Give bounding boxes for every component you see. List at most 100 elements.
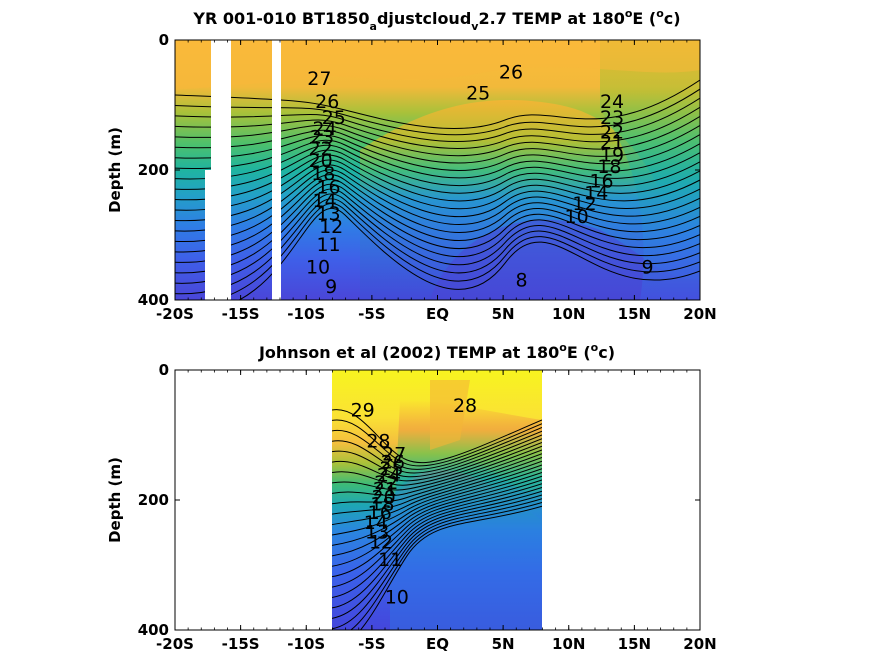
top-contour-label: 19 — [600, 145, 624, 167]
top-xtick-label: 5N — [492, 305, 515, 323]
top-contour-line — [212, 203, 700, 300]
top-contour-label: 9 — [641, 257, 653, 279]
top-contour-label: 22 — [600, 121, 624, 143]
bottom-contour-label: 12 — [369, 531, 393, 553]
top-contour-label: 26 — [315, 91, 339, 113]
top-contour-label: 14 — [313, 190, 337, 212]
bottom-contour-line — [332, 483, 542, 588]
top-xtick-label: -20S — [156, 305, 194, 323]
bottom-contour-line — [332, 464, 542, 536]
bottom-xtick-label: 20N — [683, 635, 716, 653]
bottom-xtick-label: EQ — [426, 635, 449, 653]
bottom-contour-line — [349, 502, 542, 630]
top-contour-label: 25 — [322, 107, 346, 129]
top-contour-label: 25 — [466, 82, 490, 104]
bottom-contour-line — [332, 498, 542, 630]
bottom-ytick-label: 0 — [159, 361, 169, 379]
top-contour-line — [175, 174, 700, 242]
top-contour-line — [175, 139, 700, 179]
top-contours — [175, 79, 700, 300]
bottom-ytick-label: 400 — [138, 621, 169, 639]
top-contour-label: 16 — [316, 177, 340, 199]
top-xtick-label: EQ — [426, 305, 449, 323]
top-xtick-label: 15N — [618, 305, 651, 323]
top-contour-label: 21 — [600, 132, 624, 154]
bottom-title: Johnson et al (2002) TEMP at 180oE (oc) — [258, 341, 615, 362]
top-contour-line — [175, 144, 700, 187]
bottom-contour-line — [332, 445, 542, 491]
top-contour-line — [175, 134, 700, 171]
top-contour-line — [175, 88, 700, 136]
bottom-contour-label: 11 — [378, 549, 402, 571]
bottom-contour-line — [332, 434, 542, 478]
top-contour-label: 16 — [589, 171, 613, 193]
bottom-contour-line — [332, 460, 542, 526]
bottom-contour-label: 27 — [382, 444, 406, 466]
top-contour-line — [175, 97, 700, 142]
bottom-contour-line — [332, 472, 542, 557]
bottom-contour-label: 22 — [374, 472, 398, 494]
top-contour-label: 18 — [311, 163, 335, 185]
bottom-contour-line — [332, 468, 542, 546]
bottom-contour-line — [332, 430, 542, 474]
bottom-contours — [332, 409, 542, 630]
bottom-ylabel: Depth (m) — [106, 457, 124, 543]
top-contour-label: 10 — [565, 206, 589, 228]
bottom-contour-line — [332, 490, 542, 609]
bottom-contour-label: 13 — [365, 522, 389, 544]
bottom-contour-label: 25 — [379, 458, 403, 480]
bottom-contour-line — [332, 438, 542, 482]
top-contour-label: 12 — [572, 193, 596, 215]
top-contour-line — [175, 169, 700, 232]
bottom-contour-label: 28 — [366, 431, 390, 453]
bottom-xtick-label: 10N — [552, 635, 585, 653]
top-contour-label: 23 — [310, 127, 334, 149]
top-ytick-label: 0 — [159, 31, 169, 49]
bottom-contour-line — [332, 442, 542, 486]
top-contour-label: 24 — [313, 118, 337, 140]
top-gap-2 — [272, 40, 281, 302]
bottom-contour-line — [332, 449, 542, 496]
bottom-contour-label: 18 — [370, 494, 394, 516]
bottom-contour-line — [332, 409, 542, 464]
top-xtick-label: -15S — [222, 305, 260, 323]
top-xtick-label: -5S — [358, 305, 385, 323]
bottom-ytick-label: 200 — [138, 491, 169, 509]
bottom-contour-label: 28 — [453, 395, 477, 417]
bottom-contour-label: 29 — [351, 399, 375, 421]
bottom-contour-label: 14 — [364, 512, 388, 534]
bottom-ticks: -20S -15S -10S -5S EQ 5N 10N 15N 20N 0 200 400 — [138, 361, 717, 653]
top-contour-line — [175, 154, 700, 202]
bottom-contour-label: 16 — [368, 502, 392, 524]
bottom-xtick-label: 5N — [492, 635, 515, 653]
top-contour-line — [175, 79, 700, 130]
bottom-xtick-label: -20S — [156, 635, 194, 653]
bottom-contour-label: 24 — [377, 464, 401, 486]
top-contour-line — [175, 198, 700, 295]
top-contour-label: 8 — [515, 270, 527, 292]
top-contour-label: 24 — [600, 91, 624, 113]
top-contour-line — [175, 115, 700, 157]
bottom-xtick-label: 15N — [618, 635, 651, 653]
top-contour-label: 9 — [325, 276, 337, 298]
bottom-xtick-label: -15S — [222, 635, 260, 653]
top-contour-line — [175, 178, 700, 253]
bottom-xtick-label: -10S — [287, 635, 325, 653]
top-gap-1 — [211, 40, 231, 302]
top-xtick-label: 10N — [552, 305, 585, 323]
top-contour-line — [175, 149, 700, 194]
bottom-contour-line — [359, 505, 542, 630]
top-contour-line — [175, 164, 700, 221]
top-ylabel: Depth (m) — [106, 127, 124, 213]
top-gap-1b — [205, 170, 213, 302]
top-contour-line — [175, 183, 700, 263]
top-contour-label: 22 — [309, 138, 333, 160]
top-ticks: -20S -15S -10S -5S EQ 5N 10N 15N 20N 0 200 400 — [138, 31, 717, 323]
top-xtick-label: -10S — [287, 305, 325, 323]
top-contour-line — [175, 193, 700, 284]
top-contour-line — [175, 106, 700, 150]
top-title: YR 001-010 BT1850adjustcloudv2.7 TEMP at… — [192, 7, 680, 33]
top-contour-label: 27 — [307, 68, 331, 90]
